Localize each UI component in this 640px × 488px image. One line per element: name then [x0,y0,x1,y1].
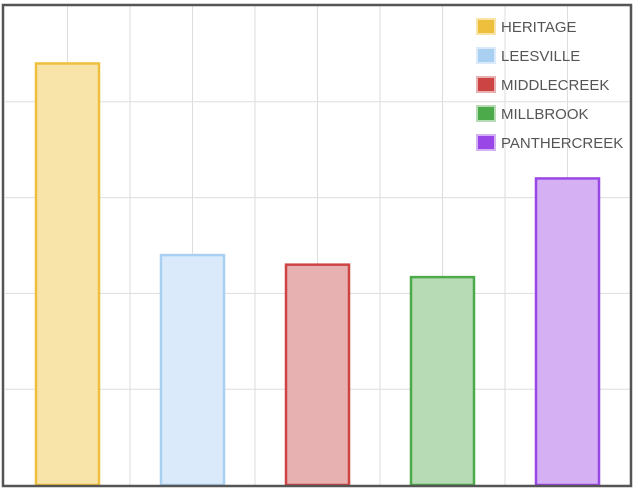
legend-label-middlecreek: MIDDLECREEK [501,77,609,94]
legend-swatch-heritage [476,18,496,35]
bars [34,62,601,487]
legend-label-heritage: HERITAGE [501,19,577,36]
legend-swatch-panthercreek [476,134,496,151]
legend: HERITAGE LEESVILLE MIDDLECREEK MILLBROOK PAN… [476,18,623,152]
bar-panthercreek [534,177,601,487]
legend-swatch-leesville [476,47,496,64]
plot-frame [1,3,633,488]
legend-swatch-middlecreek [476,76,496,93]
bar-heritage [34,62,101,487]
legend-label-millbrook: MILLBROOK [501,106,589,123]
legend-swatch-millbrook [476,105,496,122]
bar-middlecreek [284,263,351,487]
legend-label-leesville: LEESVILLE [501,48,580,65]
bar-leesville [159,253,226,487]
legend-label-panthercreek: PANTHERCREEK [501,135,623,152]
bar-millbrook [409,275,476,487]
